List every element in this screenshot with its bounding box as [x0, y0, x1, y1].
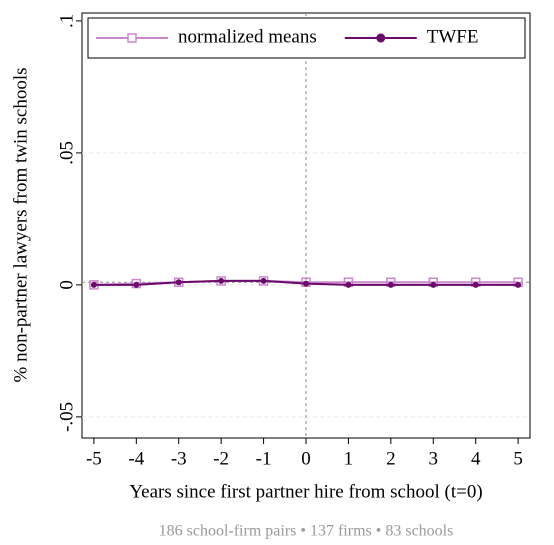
x-tick-label: -3 [171, 448, 187, 469]
legend-label: normalized means [178, 26, 317, 47]
y-axis-label: % non-partner lawyers from twin schools [10, 67, 31, 382]
marker [387, 281, 394, 288]
legend-marker [376, 33, 386, 43]
x-tick-label: -5 [86, 448, 102, 469]
marker [90, 281, 97, 288]
y-tick-label: .1 [56, 14, 77, 28]
marker [133, 281, 140, 288]
x-tick-label: 1 [344, 448, 354, 469]
x-axis-label: Years since first partner hire from scho… [129, 481, 482, 502]
marker [515, 281, 522, 288]
y-tick-label: .05 [56, 141, 77, 165]
x-tick-label: -4 [128, 448, 144, 469]
x-tick-label: -1 [256, 448, 272, 469]
y-tick-label: 0 [56, 280, 77, 290]
x-tick-label: -2 [213, 448, 229, 469]
marker [430, 281, 437, 288]
note: 186 school-firm pairs • 137 firms • 83 s… [159, 523, 454, 540]
marker [260, 277, 267, 284]
legend-label: TWFE [427, 26, 479, 47]
marker [472, 281, 479, 288]
y-tick-label: -.05 [56, 402, 77, 432]
x-tick-label: 4 [471, 448, 481, 469]
x-tick-label: 5 [513, 448, 523, 469]
x-tick-label: 3 [429, 448, 439, 469]
x-tick-label: 0 [301, 448, 311, 469]
marker [218, 277, 225, 284]
x-tick-label: 2 [386, 448, 396, 469]
marker [175, 279, 182, 286]
marker [303, 280, 309, 287]
legend-marker [127, 33, 137, 43]
marker [345, 281, 352, 288]
